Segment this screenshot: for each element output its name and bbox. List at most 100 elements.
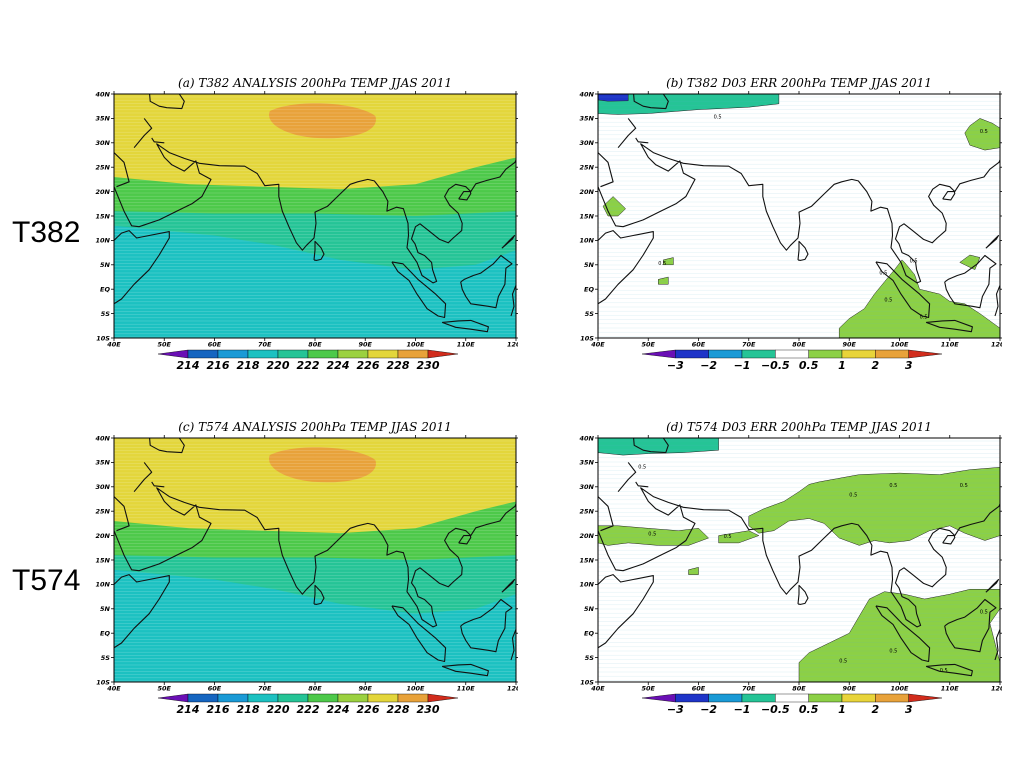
colorbar-swatch <box>775 349 809 359</box>
lat-label: 10S <box>96 334 110 342</box>
coastline <box>313 240 325 261</box>
contour-label: 0.5 <box>714 114 722 120</box>
colorbar-label: −3 <box>667 703 684 716</box>
band-226-228 <box>269 447 376 483</box>
colorbar-label: 226 <box>357 359 380 372</box>
coastline <box>875 605 931 663</box>
contour-label: 0.5 <box>940 668 948 674</box>
contour-label: 0.5 <box>879 271 887 277</box>
colorbar-swatch <box>841 349 876 359</box>
lat-label: 40N <box>96 434 111 442</box>
coastline <box>114 230 170 305</box>
lat-label: 20N <box>96 188 111 196</box>
colorbar-arrow-high <box>908 349 943 359</box>
contour-label: 0.5 <box>920 315 928 321</box>
lon-label: 40E <box>107 341 121 349</box>
panel-d-t574-error: (d) T574 D03 ERR 200hPa TEMP JJAS 2011 0.… <box>562 416 1002 716</box>
coastline <box>391 261 447 319</box>
coastline <box>985 234 1000 249</box>
colorbar-label: 220 <box>267 359 290 372</box>
colorbar-swatch <box>841 693 876 703</box>
colorbar-label: 3 <box>905 359 913 372</box>
lat-label: 20N <box>580 188 595 196</box>
coastline <box>441 663 489 677</box>
lat-label: 25N <box>96 508 111 516</box>
panel-title: (d) T574 D03 ERR 200hPa TEMP JJAS 2011 <box>666 420 932 434</box>
lat-label: 20N <box>580 532 595 540</box>
coastline <box>635 137 649 144</box>
lat-label: 25N <box>96 164 111 172</box>
panel-title: (b) T382 D03 ERR 200hPa TEMP JJAS 2011 <box>666 76 932 90</box>
patch-cold-north <box>597 93 629 102</box>
patch-warm-south <box>838 259 1001 339</box>
colorbar-swatch <box>741 693 776 703</box>
coastline <box>501 578 516 593</box>
coastline <box>598 496 614 532</box>
contour-label: 0.5 <box>884 297 892 303</box>
lon-label: 50E <box>158 685 172 693</box>
lat-label: 15N <box>580 212 595 220</box>
coastline <box>114 552 115 553</box>
coastline <box>133 118 153 149</box>
panel-title: (c) T574 ANALYSIS 200hPa TEMP JJAS 2011 <box>178 420 452 434</box>
coastline <box>391 605 447 663</box>
colorbar-swatch <box>708 693 743 703</box>
coastline <box>994 284 1000 317</box>
colorbar-swatch <box>875 693 909 703</box>
colorbar-swatch <box>397 349 429 359</box>
temperature-field <box>114 438 516 682</box>
colorbar-label: 226 <box>357 703 380 716</box>
lon-label: 40E <box>107 685 121 693</box>
contour-label: 0.5 <box>960 483 968 489</box>
colorbar-label: 218 <box>237 703 260 716</box>
contour-label: 0.5 <box>724 534 732 540</box>
colorbar-label: −0.5 <box>761 703 790 716</box>
lon-label: 100E <box>406 685 425 693</box>
patch-warm-north <box>748 467 1001 546</box>
lon-label: 80E <box>308 685 322 693</box>
lon-label: 110E <box>941 685 960 693</box>
colorbar-label: 0.5 <box>799 359 819 372</box>
colorbar-swatch <box>217 349 249 359</box>
band-218-220-indonesia <box>445 626 516 655</box>
coastline <box>458 191 472 201</box>
colorbar-swatch <box>247 349 279 359</box>
colorbar-swatch <box>675 693 709 703</box>
map-figure: (b) T382 D03 ERR 200hPa TEMP JJAS 2011 0.… <box>580 76 1002 372</box>
coastline <box>114 143 516 284</box>
coastline <box>617 118 637 149</box>
lat-label: 5S <box>101 310 111 318</box>
colorbar-swatch <box>337 693 369 703</box>
colorbar <box>157 349 459 359</box>
lat-label: 35N <box>96 459 111 467</box>
map-figure: (d) T574 D03 ERR 200hPa TEMP JJAS 2011 0.… <box>580 420 1002 716</box>
contour-label: 0.5 <box>980 610 988 616</box>
lon-label: 110E <box>457 341 476 349</box>
colorbar <box>641 349 943 359</box>
lon-label: 70E <box>742 685 756 693</box>
coastline <box>635 481 649 488</box>
coastline <box>133 462 153 493</box>
lat-label: 15N <box>96 556 111 564</box>
lon-label: 100E <box>890 685 909 693</box>
lon-label: 120E <box>507 341 518 349</box>
colorbar-swatch <box>397 693 429 703</box>
lon-label: 70E <box>742 341 756 349</box>
render-striping <box>598 440 1000 681</box>
row-label-t382: T382 <box>12 216 81 249</box>
coastline <box>114 487 516 628</box>
lat-label: 10N <box>96 581 111 589</box>
lat-label: EQ <box>100 630 110 638</box>
colorbar-label: 216 <box>207 703 230 716</box>
colorbar-arrow-low <box>641 349 676 359</box>
lat-label: 40N <box>96 90 111 98</box>
coastline <box>598 230 654 305</box>
lon-label: 50E <box>642 685 656 693</box>
lon-label: 110E <box>457 685 476 693</box>
patch-warm-sm2 <box>658 276 669 285</box>
lon-label: 60E <box>208 685 222 693</box>
colorbar-label: −2 <box>700 359 717 372</box>
map-figure: (c) T574 ANALYSIS 200hPa TEMP JJAS 2011 4… <box>96 420 518 716</box>
contour-label: 0.5 <box>889 649 897 655</box>
colorbar-swatch <box>808 349 843 359</box>
